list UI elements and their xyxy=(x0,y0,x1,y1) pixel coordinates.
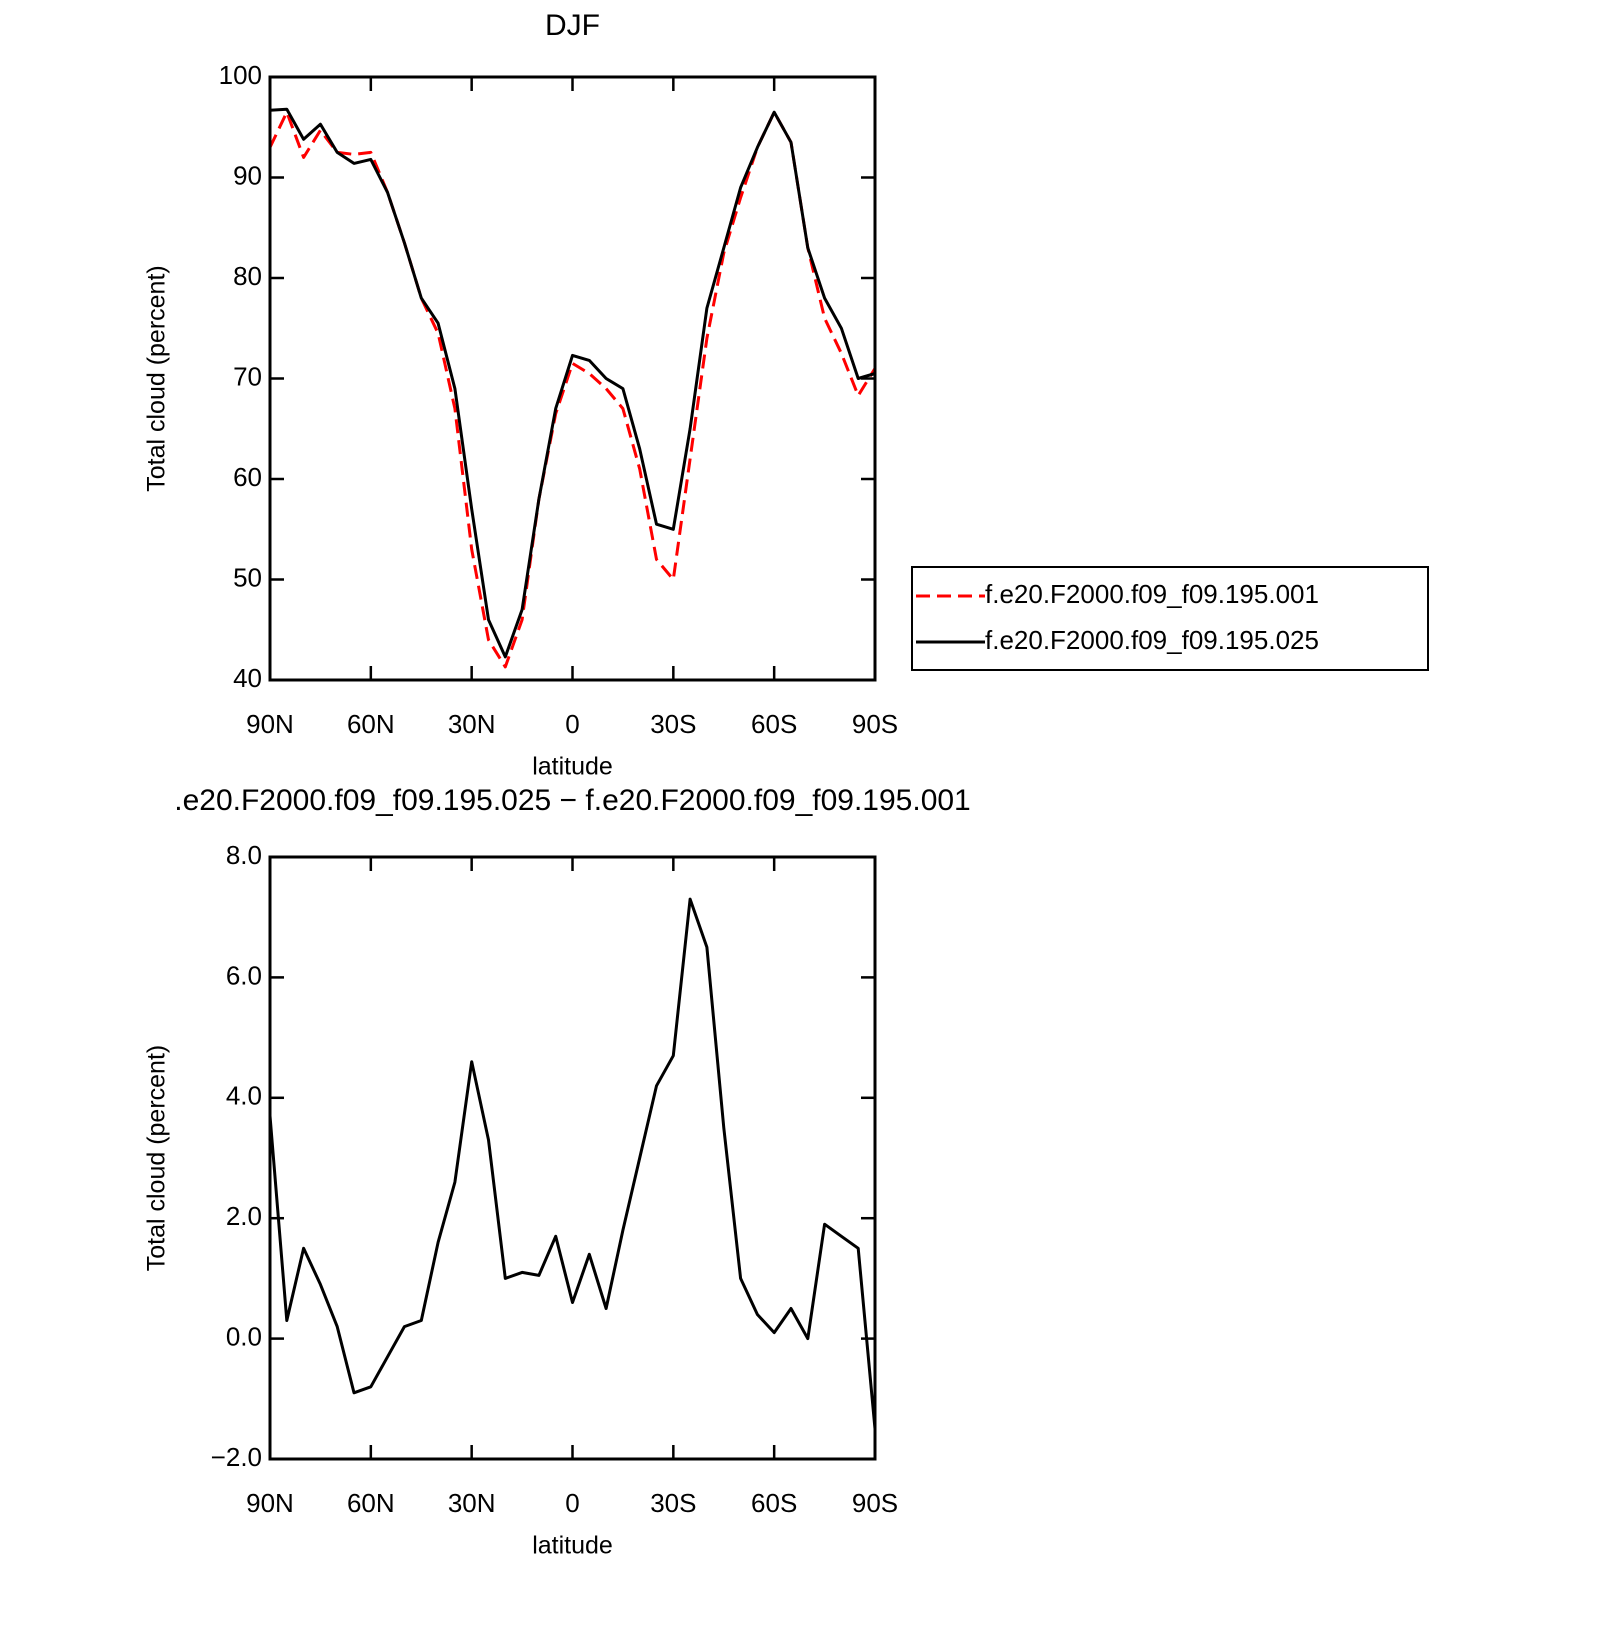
x-tick-label: 90S xyxy=(852,1488,898,1518)
y-tick-label: 90 xyxy=(233,160,262,190)
legend-label: f.e20.F2000.f09_f09.195.025 xyxy=(985,625,1319,655)
y-tick-label: 0.0 xyxy=(226,1321,262,1351)
y-axis-label: Total cloud (percent) xyxy=(143,1045,171,1272)
y-tick-label: 100 xyxy=(219,60,262,90)
x-tick-label: 30N xyxy=(448,709,496,739)
x-tick-label: 90S xyxy=(852,709,898,739)
x-tick-label: 90N xyxy=(246,1488,294,1518)
x-tick-label: 60S xyxy=(751,1488,797,1518)
x-tick-label: 30S xyxy=(650,709,696,739)
x-axis-label: latitude xyxy=(532,753,613,781)
y-tick-label: 70 xyxy=(233,361,262,391)
series-line xyxy=(268,897,877,1430)
series-line xyxy=(268,110,877,669)
y-tick-label: −2.0 xyxy=(211,1442,262,1472)
plot-frame xyxy=(268,75,877,682)
legend-label: f.e20.F2000.f09_f09.195.001 xyxy=(985,579,1319,609)
x-tick-label: 90N xyxy=(246,709,294,739)
x-tick-label: 60N xyxy=(347,709,395,739)
y-tick-label: 40 xyxy=(233,663,262,693)
x-tick-label: 30S xyxy=(650,1488,696,1518)
legend-box xyxy=(911,566,1429,671)
y-tick-label: 50 xyxy=(233,562,262,592)
y-tick-label: 2.0 xyxy=(226,1201,262,1231)
chart-title: DJF xyxy=(545,9,600,42)
y-tick-label: 6.0 xyxy=(226,960,262,990)
y-tick-label: 60 xyxy=(233,462,262,492)
y-axis-label: Total cloud (percent) xyxy=(143,265,171,492)
x-tick-label: 60S xyxy=(751,709,797,739)
x-axis-label: latitude xyxy=(532,1532,613,1560)
x-tick-label: 0 xyxy=(565,709,579,739)
series-line xyxy=(269,107,876,659)
x-tick-label: 60N xyxy=(347,1488,395,1518)
y-tick-label: 4.0 xyxy=(226,1081,262,1111)
plot-frame xyxy=(268,855,877,1461)
y-tick-label: 8.0 xyxy=(226,840,262,870)
chart-title: .e20.F2000.f09_f09.195.025 − f.e20.F2000… xyxy=(174,784,971,817)
x-tick-label: 30N xyxy=(448,1488,496,1518)
x-tick-label: 0 xyxy=(565,1488,579,1518)
y-tick-label: 80 xyxy=(233,261,262,291)
